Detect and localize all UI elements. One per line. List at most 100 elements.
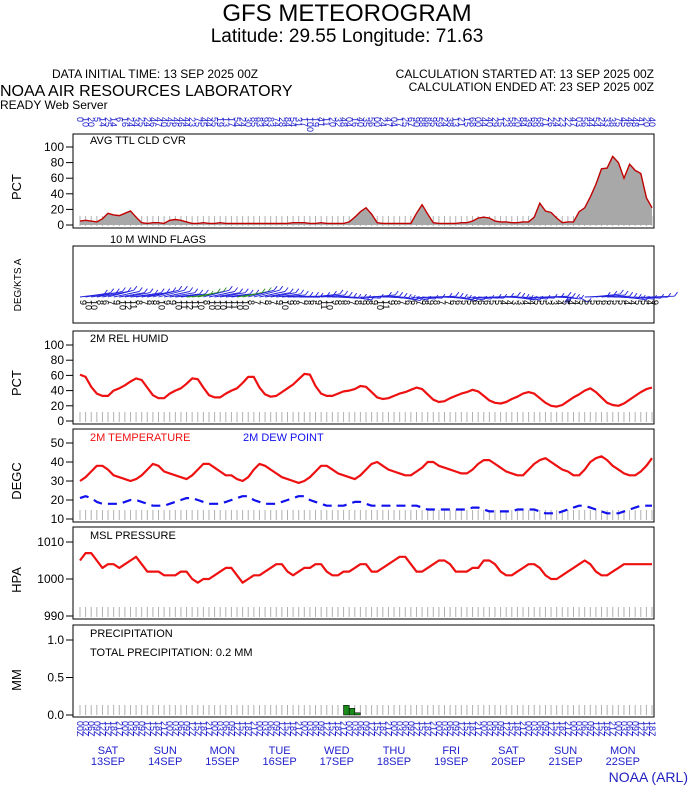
top-label-21: 75 bbox=[193, 117, 203, 127]
wind-speed-label-2: 10 bbox=[89, 300, 99, 310]
day-date-6: 19SEP bbox=[434, 756, 468, 768]
wind-speed-label-20: 11 bbox=[190, 300, 200, 309]
wind-barb-23 bbox=[208, 291, 235, 298]
top-label-77: 58 bbox=[507, 117, 517, 127]
wind-barb-6 bbox=[113, 291, 140, 298]
wind-speed-label-77: 3 bbox=[510, 300, 520, 305]
wind-barb-8 bbox=[124, 292, 151, 298]
wind-speed-label-67: 6 bbox=[454, 300, 464, 305]
hour-label-8: 00Z bbox=[120, 721, 130, 737]
precip-bar-49 bbox=[354, 712, 361, 716]
wind-barb-93 bbox=[601, 294, 626, 298]
wind-barb-flag-53 bbox=[399, 291, 404, 297]
top-label-9: 24 bbox=[126, 117, 136, 127]
wind-barb-32 bbox=[259, 291, 286, 298]
wind-speed-label-92: 6 bbox=[594, 300, 604, 305]
wind-barb-flag-1 bbox=[110, 288, 115, 293]
calc-started: CALCULATION STARTED AT: 13 SEP 2025 00Z bbox=[395, 67, 654, 81]
day-dow-2: MON bbox=[210, 745, 236, 757]
wind-barb-flag-28 bbox=[261, 288, 266, 293]
wind-barb-flag-63 bbox=[455, 291, 460, 297]
hour-label-57: 03Z bbox=[395, 721, 405, 737]
hour-label-25: 03Z bbox=[215, 721, 225, 737]
top-label-89: 03 bbox=[574, 117, 584, 127]
top-label-36: 28 bbox=[277, 117, 287, 127]
top-label-83: 71 bbox=[541, 117, 551, 127]
wind-barb-flag-88 bbox=[564, 298, 568, 303]
top-label-50: 40 bbox=[355, 117, 365, 127]
wind-barb-flag-11 bbox=[166, 288, 171, 293]
wind-speed-label-24: 10 bbox=[213, 300, 223, 310]
hour-label-63: 21Z bbox=[428, 721, 438, 737]
panel-frame-2 bbox=[72, 330, 655, 425]
wind-speed-label-98: 4 bbox=[628, 300, 638, 305]
panel-title-5: PRECIPITATION bbox=[90, 628, 173, 640]
wind-speed-label-58: 6 bbox=[403, 300, 413, 305]
ytick-label-4-2: 1010 bbox=[37, 535, 64, 549]
wind-speed-label-0: 9 bbox=[78, 300, 88, 305]
hour-label-79: 21Z bbox=[518, 721, 528, 737]
hour-label-80: 00Z bbox=[524, 721, 534, 737]
wind-speed-label-70: 6 bbox=[471, 300, 481, 305]
hour-label-18: 06Z bbox=[176, 721, 186, 737]
hour-label-66: 06Z bbox=[445, 721, 455, 737]
wind-speed-label-74: 5 bbox=[493, 300, 503, 305]
wind-barb-70 bbox=[472, 296, 491, 300]
wind-barb-31 bbox=[253, 289, 280, 298]
panel-title-2: 2M REL HUMID bbox=[90, 333, 168, 345]
top-label-5: 25 bbox=[103, 117, 113, 127]
wind-barb-60 bbox=[416, 296, 435, 300]
top-label-73: 40 bbox=[484, 117, 494, 127]
wind-barb-flag-93 bbox=[624, 290, 629, 296]
hour-label-100: 12Z bbox=[636, 721, 646, 737]
wind-speed-label-100: 5 bbox=[639, 300, 649, 305]
hour-label-71: 21Z bbox=[473, 721, 483, 737]
wind-speed-label-54: 11 bbox=[381, 300, 391, 309]
wind-barb-flag-54 bbox=[403, 292, 408, 298]
ytick-label-3-0: 10 bbox=[51, 512, 65, 526]
hour-label-99: 09Z bbox=[630, 721, 640, 737]
wind-speed-label-102: 9 bbox=[650, 300, 660, 305]
pressure-line bbox=[79, 552, 652, 584]
top-label-7: 6 bbox=[114, 117, 124, 122]
wind-speed-label-34: 7 bbox=[269, 300, 279, 305]
wind-speed-label-37: 9 bbox=[286, 300, 296, 305]
top-label-72: 44 bbox=[479, 117, 489, 127]
wind-barb-59 bbox=[410, 296, 428, 301]
wind-barb-100 bbox=[640, 296, 661, 299]
wind-speed-label-85: 4 bbox=[555, 300, 565, 305]
wind-barb-3 bbox=[96, 291, 123, 298]
wind-barb-flag-52 bbox=[394, 290, 399, 296]
wind-speed-label-36: 10 bbox=[280, 300, 290, 310]
hour-label-36: 12Z bbox=[277, 721, 287, 737]
day-dow-1: SUN bbox=[154, 745, 177, 757]
wind-speed-label-1: 10 bbox=[84, 300, 94, 310]
hour-label-29: 15Z bbox=[238, 721, 248, 737]
wind-speed-label-22: 8 bbox=[201, 300, 211, 305]
hour-label-76: 12Z bbox=[501, 721, 511, 737]
hour-label-13: 15Z bbox=[148, 721, 158, 737]
top-label-22: 45 bbox=[198, 117, 208, 127]
wind-speed-label-81: 5 bbox=[532, 300, 542, 305]
wind-barb-89 bbox=[578, 296, 589, 303]
top-label-65: 24 bbox=[440, 117, 450, 127]
wind-barb-flag-33 bbox=[289, 288, 294, 293]
panel-frame-4 bbox=[72, 526, 655, 620]
day-dow-9: MON bbox=[610, 745, 636, 757]
hour-label-45: 15Z bbox=[327, 721, 337, 737]
top-label-92: 54 bbox=[591, 117, 601, 127]
top-label-40: 17 bbox=[299, 117, 309, 127]
top-label-100: 41 bbox=[636, 117, 646, 127]
hour-label-85: 15Z bbox=[552, 721, 562, 737]
top-label-24: 55 bbox=[210, 117, 220, 127]
hour-label-20: 12Z bbox=[187, 721, 197, 737]
top-label-79: 84 bbox=[518, 117, 528, 127]
top-label-97: 45 bbox=[619, 117, 629, 127]
hour-label-83: 09Z bbox=[541, 721, 551, 737]
hour-label-46: 18Z bbox=[333, 721, 343, 737]
wind-barb-flag-37 bbox=[309, 291, 314, 297]
hour-label-34: 06Z bbox=[266, 721, 276, 737]
wind-speed-label-43: 11 bbox=[319, 300, 329, 309]
wind-barb-72 bbox=[483, 296, 504, 299]
precip-bar-47 bbox=[343, 705, 350, 716]
